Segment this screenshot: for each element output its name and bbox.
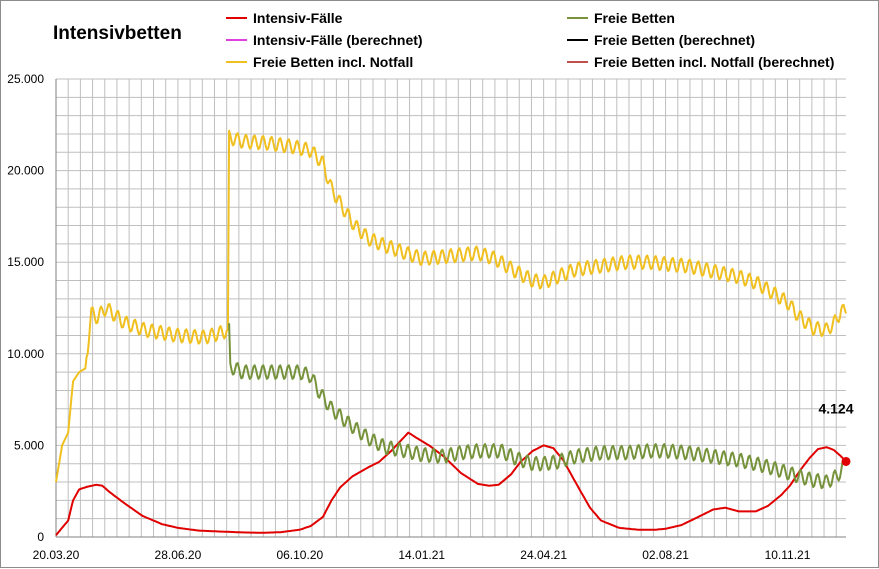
legend-label: Freie Betten incl. Notfall (berechnet) <box>594 54 834 70</box>
x-tick-label: 14.01.21 <box>398 548 445 562</box>
grid <box>55 78 846 538</box>
y-tick-label: 10.000 <box>7 347 44 361</box>
y-tick-label: 5.000 <box>14 438 44 452</box>
x-tick-label: 02.08.21 <box>642 548 689 562</box>
x-tick-label: 06.10.20 <box>276 548 323 562</box>
x-tick-label: 24.04.21 <box>520 548 567 562</box>
series-line-0 <box>55 431 847 536</box>
annotation-label: 4.124 <box>818 400 853 416</box>
axes: 0 5.000 10.000 15.000 20.000 25.000 20.03.20 28… <box>7 72 846 562</box>
series-lines <box>55 129 847 536</box>
legend-label: Freie Betten <box>594 10 675 26</box>
series-line-2 <box>55 129 847 483</box>
legend-label: Freie Betten incl. Notfall <box>253 54 413 70</box>
x-tick-label: 10.11.21 <box>765 548 811 562</box>
legend-label: Intensiv-Fälle <box>253 10 343 26</box>
x-tick-label: 20.03.20 <box>33 548 80 562</box>
y-tick-label: 15.000 <box>7 255 44 269</box>
chart-title: Intensivbetten <box>53 23 182 44</box>
annotation-marker <box>841 456 851 466</box>
legend-label: Freie Betten (berechnet) <box>594 32 755 48</box>
annotations: 4.124 <box>818 400 854 466</box>
series-line-3 <box>228 323 847 490</box>
y-tick-label: 20.000 <box>7 164 44 178</box>
y-tick-label: 25.000 <box>7 72 44 86</box>
legend-label: Intensiv-Fälle (berechnet) <box>253 32 423 48</box>
legend: Intensiv-Fälle Intensiv-Fälle (berechnet)… <box>226 10 834 70</box>
y-tick-label: 0 <box>37 530 44 544</box>
x-tick-label: 28.06.20 <box>155 548 202 562</box>
